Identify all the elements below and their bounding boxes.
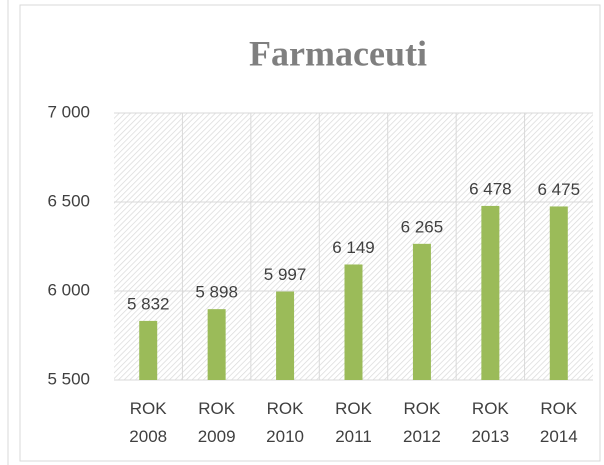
data-label: 6 149 <box>332 238 375 257</box>
data-label: 5 832 <box>127 294 170 313</box>
bar <box>549 206 568 380</box>
bar <box>412 243 431 380</box>
y-tick-label: 6 500 <box>47 191 90 210</box>
bar <box>481 205 500 380</box>
y-tick-label: 6 000 <box>47 280 90 299</box>
x-tick-label: ROK 2013 <box>471 399 509 446</box>
data-label: 5 997 <box>264 265 307 284</box>
bar <box>139 320 158 380</box>
data-label: 6 475 <box>538 180 581 199</box>
x-tick-label: ROK 2012 <box>403 399 441 446</box>
bar <box>276 291 295 380</box>
x-tick-label: ROK 2014 <box>540 399 578 446</box>
bar <box>344 264 363 380</box>
data-label: 6 478 <box>469 179 512 198</box>
data-label: 5 898 <box>195 283 238 302</box>
data-label: 6 265 <box>401 217 444 236</box>
x-tick-label: ROK 2008 <box>129 399 167 446</box>
y-tick-label: 5 500 <box>47 369 90 388</box>
x-tick-label: ROK 2009 <box>198 399 236 446</box>
x-tick-label: ROK 2010 <box>266 399 304 446</box>
bar <box>207 309 226 380</box>
x-tick-label: ROK 2011 <box>335 399 373 446</box>
y-tick-label: 7 000 <box>47 102 90 121</box>
chart-title: Farmaceuti <box>249 33 427 73</box>
